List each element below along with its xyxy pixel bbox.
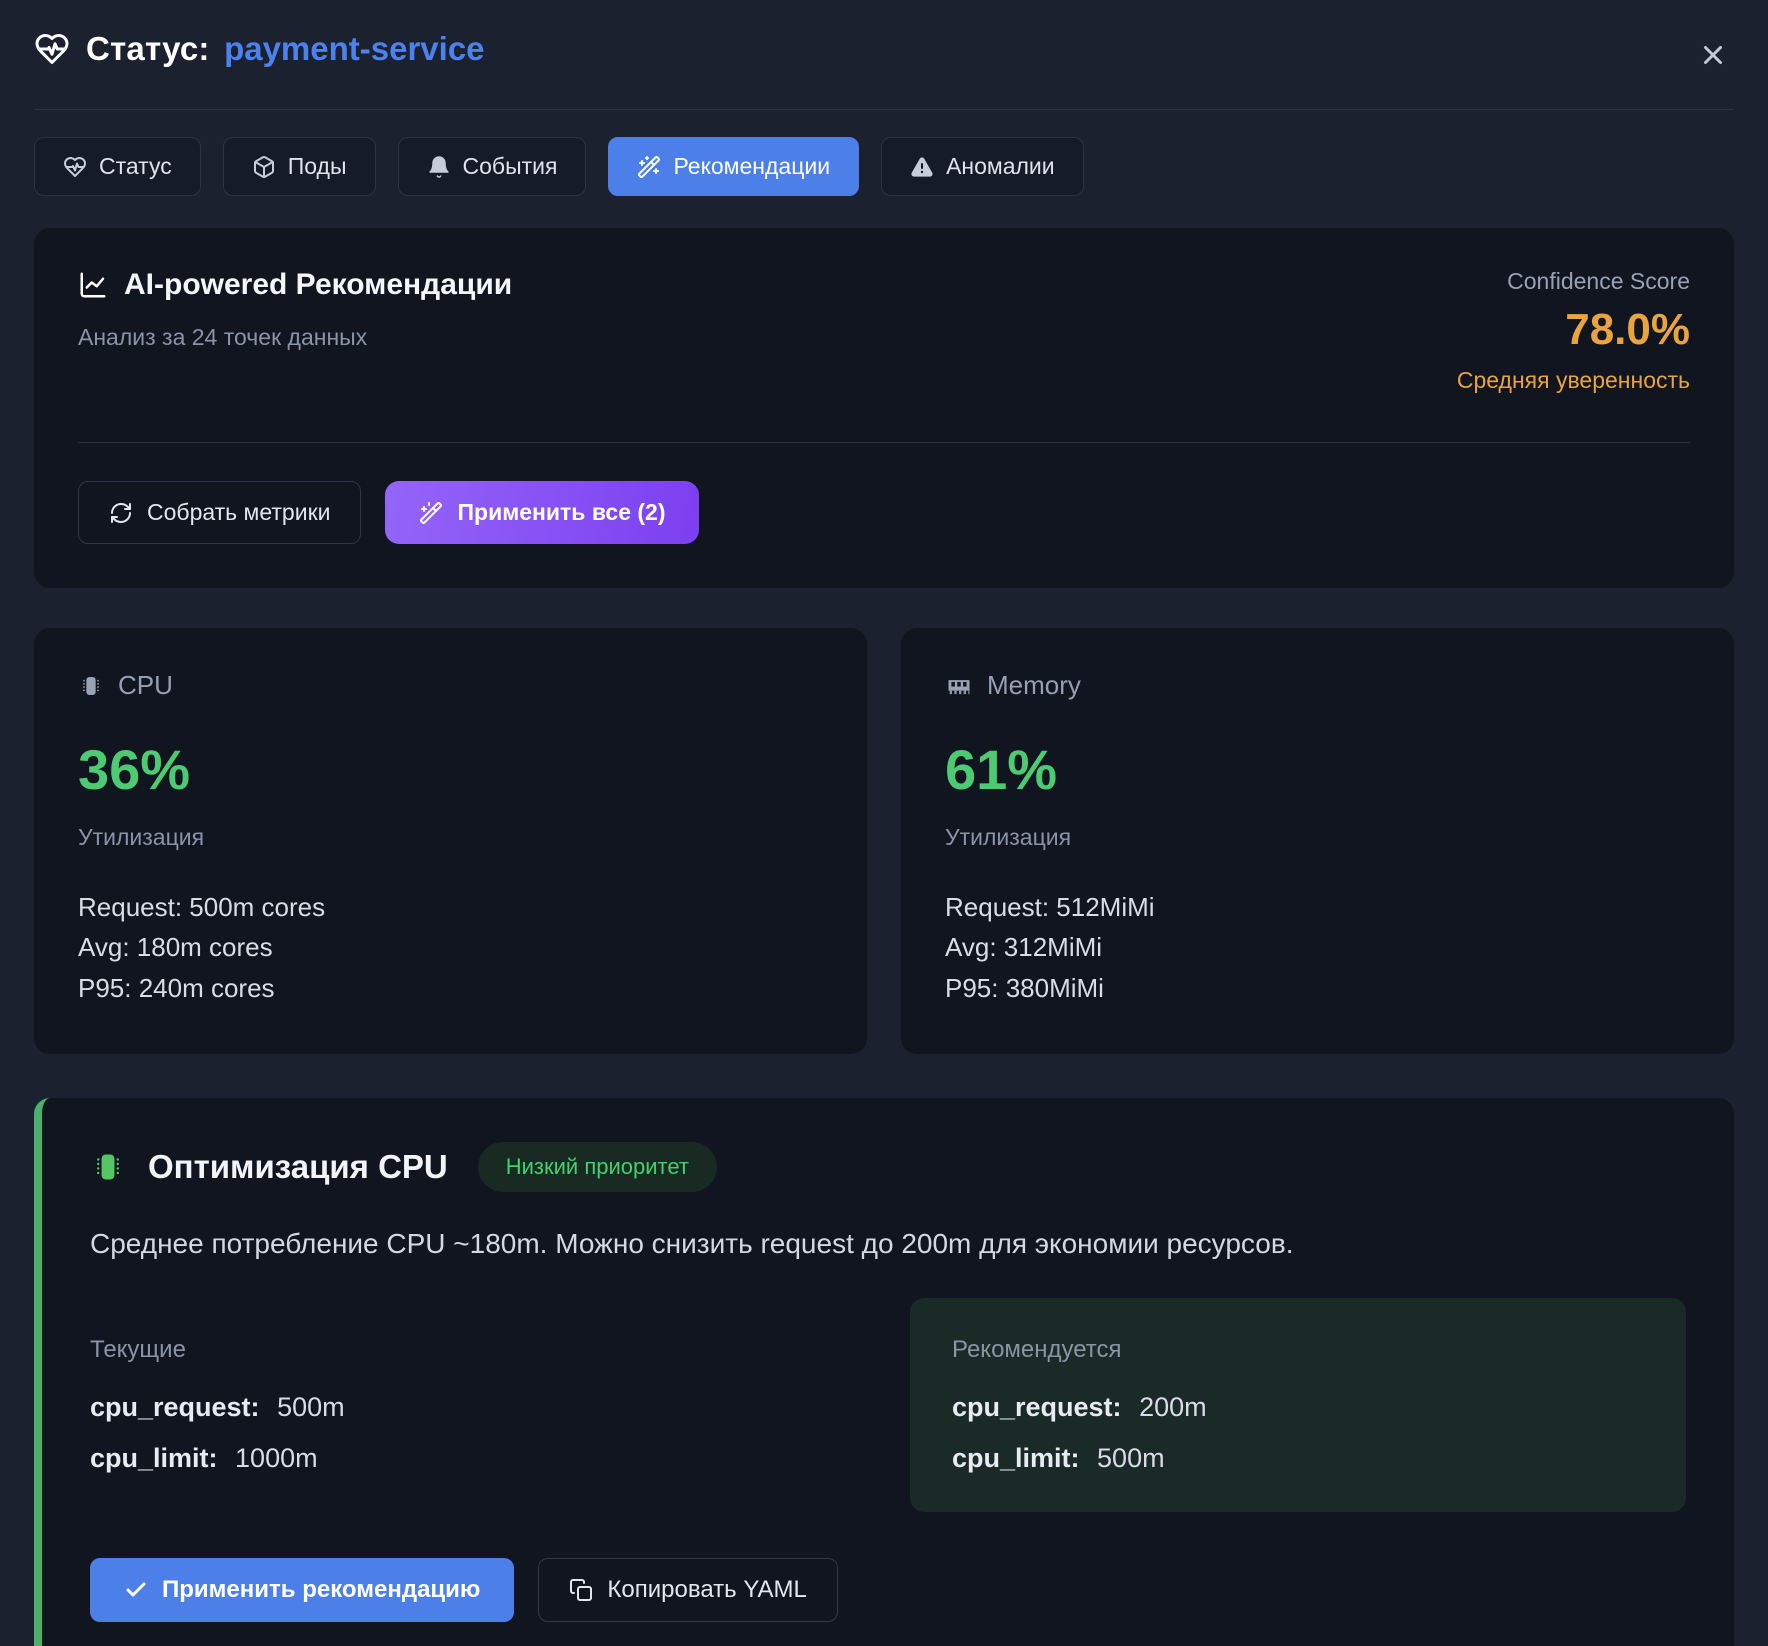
current-cpu-limit-key: cpu_limit:: [90, 1442, 218, 1473]
current-cpu-request-key: cpu_request:: [90, 1391, 260, 1422]
cpu-utilization-value: 36%: [78, 738, 191, 801]
current-cpu-limit-row: cpu_limit: 1000m: [90, 1443, 866, 1474]
copy-yaml-button[interactable]: Копировать YAML: [538, 1557, 838, 1622]
modal-title: Статус:: [86, 30, 210, 67]
apply-recommendation-label: Применить рекомендацию: [162, 1575, 481, 1603]
memory-utilization-caption: Утилизация: [945, 824, 1072, 850]
service-name: payment-service: [224, 30, 485, 67]
wand-icon: [419, 501, 443, 525]
tab-label: События: [462, 153, 558, 179]
ai-panel-subtitle: Анализ за 24 точек данных: [78, 324, 368, 350]
memory-card: Memory 61% Утилизация Request: 512MiMi A…: [901, 628, 1734, 1054]
close-icon: [1698, 40, 1728, 70]
confidence-score: Confidence Score 78.0% Средняя увереннос…: [1457, 268, 1690, 394]
apply-all-button[interactable]: Применить все (2): [385, 481, 700, 544]
recommended-cpu-request-key: cpu_request:: [952, 1391, 1122, 1422]
recommended-cpu-limit-row: cpu_limit: 500m: [952, 1443, 1644, 1474]
current-cpu-limit-value: 1000m: [235, 1442, 318, 1473]
memory-request-line: Request: 512MiMi: [945, 892, 1155, 922]
recommended-cpu-request-row: cpu_request: 200m: [952, 1392, 1644, 1423]
metrics-grid: CPU 36% Утилизация Request: 500m cores A…: [34, 628, 1734, 1054]
confidence-value: 78.0%: [1565, 305, 1690, 354]
cpu-card-title: CPU: [118, 670, 173, 700]
recommendation-description: Среднее потребление CPU ~180m. Можно сни…: [90, 1227, 1294, 1259]
cpu-card: CPU 36% Утилизация Request: 500m cores A…: [34, 628, 867, 1054]
check-icon: [124, 1578, 148, 1602]
memory-stick-icon: [945, 672, 973, 700]
panel-divider: [78, 442, 1690, 443]
tab-pods[interactable]: Поды: [222, 137, 376, 196]
cpu-p95-line: P95: 240m cores: [78, 972, 275, 1003]
cpu-optimization-card: Оптимизация CPU Низкий приоритет Среднее…: [34, 1097, 1734, 1646]
recommended-cpu-request-value: 200m: [1139, 1391, 1207, 1422]
line-chart-icon: [78, 270, 108, 300]
tab-events[interactable]: События: [397, 137, 587, 196]
heart-pulse-icon: [63, 155, 87, 179]
cpu-avg-line: Avg: 180m cores: [78, 932, 273, 963]
refresh-icon: [109, 501, 133, 525]
current-values: Текущие cpu_request: 500m cpu_limit: 100…: [90, 1298, 866, 1512]
warning-triangle-icon: [910, 155, 934, 179]
current-cpu-request-value: 500m: [277, 1391, 345, 1422]
copy-yaml-label: Копировать YAML: [607, 1575, 807, 1603]
copy-icon: [569, 1578, 593, 1602]
current-cpu-request-row: cpu_request: 500m: [90, 1392, 866, 1423]
recommendation-title: Оптимизация CPU: [148, 1147, 448, 1185]
ai-recommendations-panel: AI-powered Рекомендации Анализ за 24 точ…: [34, 228, 1734, 588]
tab-label: Рекомендации: [673, 153, 831, 179]
recommended-cpu-limit-value: 500m: [1097, 1442, 1165, 1473]
tab-label: Аномалии: [946, 153, 1055, 179]
confidence-label: Confidence Score: [1507, 268, 1690, 294]
recommended-cpu-limit-key: cpu_limit:: [952, 1442, 1080, 1473]
cpu-chip-icon: [78, 673, 104, 699]
tab-status[interactable]: Статус: [34, 137, 201, 196]
memory-utilization-value: 61%: [945, 738, 1058, 801]
tab-label: Поды: [287, 153, 347, 179]
tab-label: Статус: [99, 153, 172, 179]
recommended-values: Рекомендуется cpu_request: 200m cpu_limi…: [910, 1297, 1686, 1512]
apply-all-label: Применить все (2): [457, 499, 666, 525]
collect-metrics-label: Собрать метрики: [147, 499, 331, 525]
memory-avg-line: Avg: 312MiMi: [945, 932, 1103, 963]
memory-card-title: Memory: [987, 670, 1081, 700]
ai-panel-title: AI-powered Рекомендации: [124, 268, 513, 301]
priority-badge: Низкий приоритет: [477, 1141, 717, 1192]
memory-p95-line: P95: 380MiMi: [945, 972, 1104, 1003]
recommended-values-label: Рекомендуется: [952, 1335, 1122, 1363]
tab-anomalies[interactable]: Аномалии: [881, 137, 1084, 196]
close-button[interactable]: [1692, 34, 1734, 79]
heart-pulse-icon: [34, 31, 70, 67]
cpu-request-line: Request: 500m cores: [78, 892, 326, 922]
tab-recommendations[interactable]: Рекомендации: [608, 137, 860, 196]
wand-icon: [637, 155, 661, 179]
current-values-label: Текущие: [90, 1335, 186, 1363]
tab-bar: Статус Поды События: [34, 137, 1734, 196]
apply-recommendation-button[interactable]: Применить рекомендацию: [90, 1557, 515, 1622]
modal-header: Статус: payment-service: [34, 0, 1734, 110]
confidence-caption: Средняя уверенность: [1456, 367, 1690, 393]
cpu-utilization-caption: Утилизация: [78, 824, 205, 850]
bell-icon: [427, 155, 451, 179]
box-icon: [252, 155, 276, 179]
collect-metrics-button[interactable]: Собрать метрики: [78, 481, 362, 544]
cpu-chip-icon: [90, 1149, 126, 1185]
